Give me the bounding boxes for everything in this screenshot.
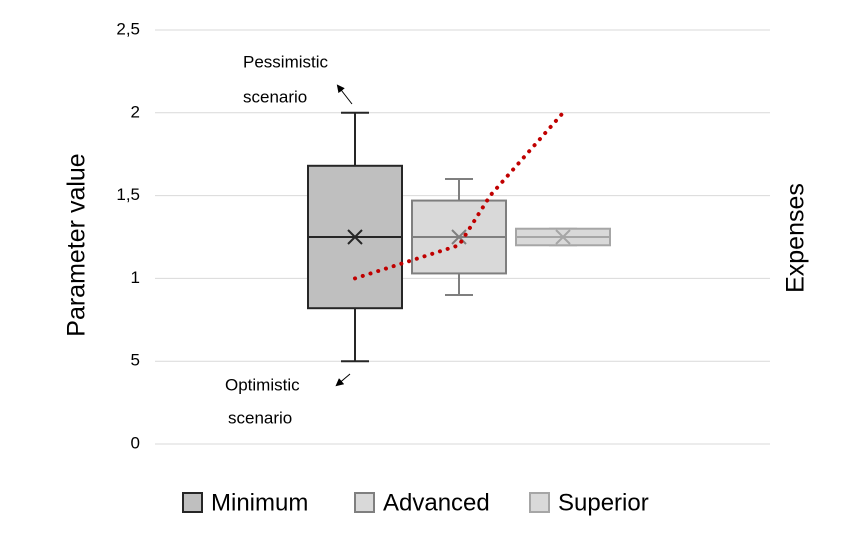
legend-label: Advanced — [383, 489, 490, 516]
mean-marker — [347, 229, 363, 245]
mean-marker — [451, 229, 467, 245]
annotation: Pessimistic — [243, 52, 329, 71]
annotation: Optimistic — [225, 375, 300, 394]
mean-marker — [555, 229, 571, 245]
y-tick-label: 2 — [131, 102, 140, 121]
annotation-arrow — [336, 84, 353, 105]
y-tick-label: 1,5 — [116, 185, 140, 204]
grid — [155, 29, 770, 445]
trend-line — [353, 110, 565, 281]
y2-axis-label: Expenses — [782, 183, 810, 293]
legend-swatch — [354, 492, 375, 513]
legend-label: Superior — [558, 489, 649, 516]
legend-swatch — [182, 492, 203, 513]
legend-swatch — [529, 492, 550, 513]
y-tick-label: 0 — [131, 433, 140, 452]
annotation-arrow — [335, 373, 351, 387]
y-tick-label: 2,5 — [116, 19, 140, 38]
y-axis-label: Parameter value — [63, 153, 91, 336]
annotation: scenario — [228, 408, 292, 427]
box-plot — [307, 111, 403, 363]
y-tick-label: 5 — [131, 351, 140, 370]
y-tick-label: 1 — [131, 268, 140, 287]
annotation: scenario — [243, 87, 307, 106]
box-plot — [411, 178, 507, 296]
legend-label: Minimum — [211, 489, 308, 516]
box-plot — [515, 227, 611, 247]
